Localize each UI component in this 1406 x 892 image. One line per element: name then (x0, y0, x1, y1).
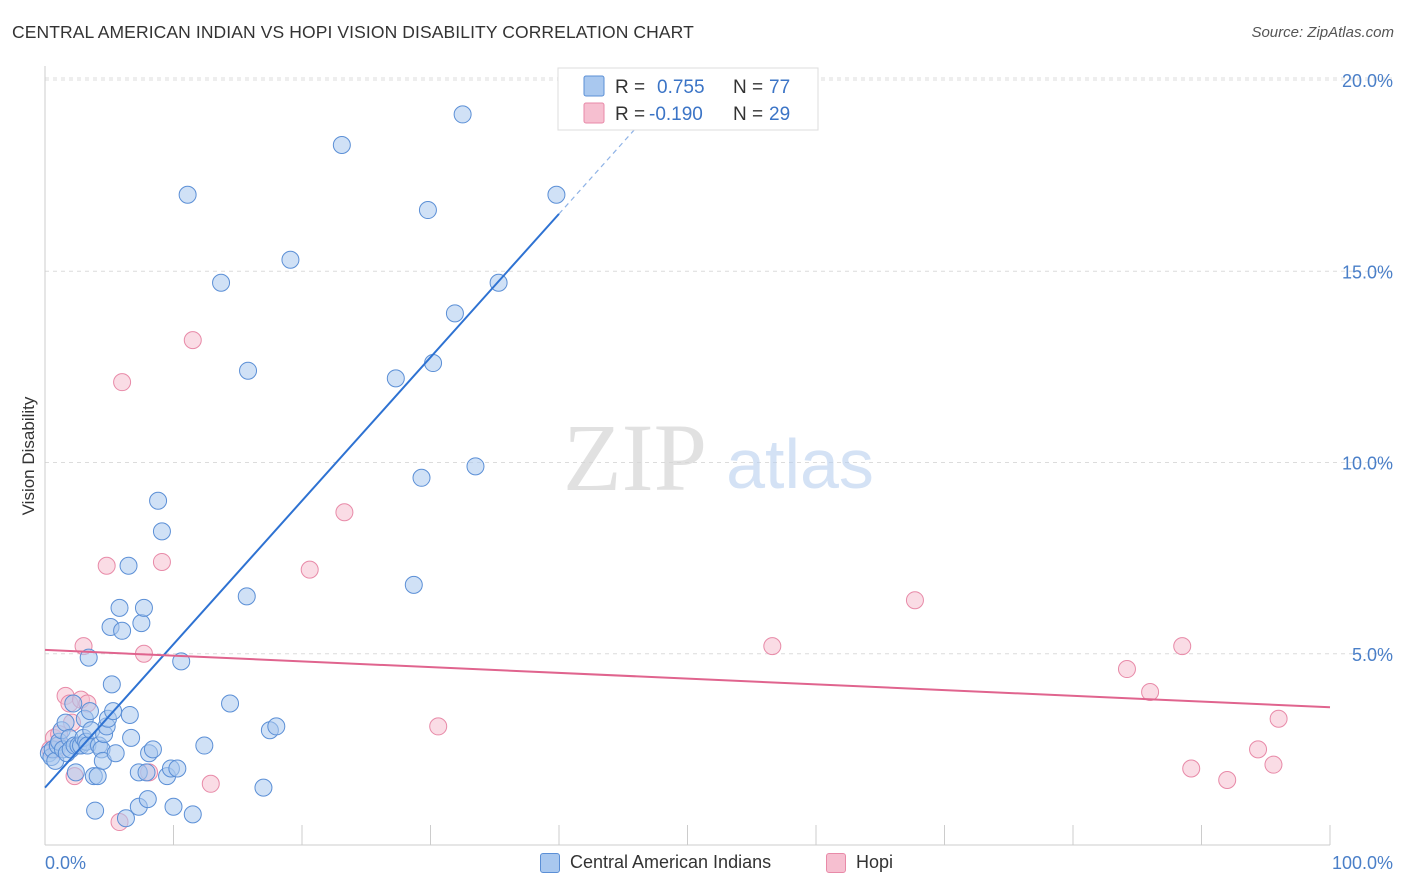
hopi-point (905, 591, 924, 610)
central-american-indian-point (254, 778, 273, 797)
hopi-point (1182, 759, 1201, 778)
central-american-indian-point (122, 728, 141, 747)
source-note: Source: ZipAtlas.com (1251, 24, 1394, 41)
legend-label-hopi: Hopi (856, 852, 894, 872)
hopi-point (1173, 637, 1192, 656)
y-tick-label: 5.0% (1352, 645, 1393, 665)
watermark: ZIP atlas (563, 404, 874, 511)
watermark-atlas: atlas (726, 425, 874, 503)
central-american-indian-point (237, 587, 256, 606)
central-american-indian-point (113, 621, 132, 640)
central-american-indian-point (116, 809, 135, 828)
stats-legend-swatch-blue (583, 75, 605, 97)
central-american-indian-point (178, 185, 197, 204)
central-american-indian-point (267, 717, 286, 736)
chart-title: CENTRAL AMERICAN INDIAN VS HOPI VISION D… (12, 22, 694, 42)
y-axis-label: Vision Disability (19, 396, 38, 515)
legend-swatch-pink (826, 852, 846, 873)
legend-item-hopi[interactable]: Hopi (826, 852, 893, 873)
stats-legend: R = 0.755 N = 77 R = -0.190 N = 29 (557, 67, 819, 131)
hopi-point (1249, 740, 1268, 759)
stats-r-label-2: R = (615, 104, 645, 125)
hopi-point (97, 556, 116, 575)
central-american-indian-point (212, 273, 231, 292)
central-american-indian-point (132, 614, 151, 633)
stats-n-value-2: 29 (769, 104, 790, 125)
watermark-zip: ZIP (563, 404, 707, 511)
central-american-indian-point (412, 468, 431, 487)
y-tick-label: 10.0% (1342, 454, 1393, 474)
central-american-indian-point (137, 763, 156, 782)
hopi-point (1141, 683, 1160, 701)
central-american-indian-point (332, 136, 351, 155)
series-legend: Central American Indians Hopi (0, 852, 1406, 878)
stats-legend-swatch-pink (583, 102, 605, 124)
stats-r-value-1: 0.755 (657, 77, 705, 98)
central-american-indian-point (102, 675, 121, 694)
central-american-indian-point (149, 491, 168, 510)
central-american-indian-point (86, 801, 105, 820)
central-american-indian-point (138, 790, 157, 809)
legend-item-central-american-indians[interactable]: Central American Indians (540, 852, 771, 873)
central-american-indian-point (183, 805, 202, 824)
central-american-indian-point (466, 457, 485, 476)
hopi-point (300, 560, 319, 579)
central-american-indian-point (195, 736, 214, 755)
hopi-point (201, 774, 220, 793)
central-american-indian-point (547, 185, 566, 204)
tick-labels: 5.0% 10.0% 15.0% 20.0% 0.0% 100.0% (45, 71, 1393, 873)
central-american-indian-point (64, 694, 83, 713)
central-american-indian-point (88, 767, 107, 786)
hopi-point (1218, 770, 1237, 789)
central-american-indian-point (152, 522, 171, 541)
hopi-point (113, 373, 132, 392)
hopi-point (763, 637, 782, 656)
legend-label-central-american-indians: Central American Indians (570, 852, 772, 872)
stats-n-label-1: N = (733, 77, 763, 98)
central-american-indian-point (143, 740, 162, 759)
central-american-indian-point (119, 556, 138, 575)
central-american-indian-point (221, 694, 240, 713)
central-american-indian-point (445, 304, 464, 323)
y-tick-label: 15.0% (1342, 262, 1393, 282)
hopi-point (335, 503, 354, 522)
central-american-indian-point (453, 105, 472, 124)
hopi-point (429, 717, 448, 736)
legend-swatch-blue (540, 852, 560, 873)
hopi-point (183, 331, 202, 350)
central-american-indian-point (404, 575, 423, 594)
y-tick-label: 20.0% (1342, 71, 1393, 91)
hopi-point (1264, 755, 1283, 774)
central-american-indian-point (134, 598, 153, 617)
central-american-indian-point (106, 744, 125, 763)
axes (44, 66, 1331, 846)
central-american-indian-point (80, 702, 99, 721)
stats-r-value-2: -0.190 (649, 104, 703, 125)
central-american-indian-point (164, 797, 183, 816)
central-american-indian-point (239, 361, 258, 380)
hopi-point (1117, 660, 1136, 679)
central-american-indian-point (424, 354, 443, 373)
central-american-indian-point (168, 759, 187, 778)
central-american-indian-point (281, 250, 300, 269)
central-american-indian-points (39, 105, 566, 828)
central-american-indian-point (386, 369, 405, 388)
central-american-indian-point (66, 763, 85, 782)
hopi-point (152, 552, 171, 571)
central-american-indian-point (418, 201, 437, 220)
central-american-indian-point (110, 598, 129, 617)
central-american-indian-trend-line (44, 213, 560, 789)
hopi-point (1269, 709, 1288, 728)
central-american-indian-point (56, 713, 75, 732)
stats-n-value-1: 77 (769, 77, 790, 98)
central-american-indian-point (120, 705, 139, 724)
x-tick-label: 0.0% (45, 853, 86, 873)
stats-r-label-1: R = (615, 77, 645, 98)
x-tick-label: 100.0% (1332, 853, 1393, 873)
stats-n-label-2: N = (733, 104, 763, 125)
hopi-trend-line (44, 648, 1331, 709)
central-american-indian-point (79, 648, 98, 667)
